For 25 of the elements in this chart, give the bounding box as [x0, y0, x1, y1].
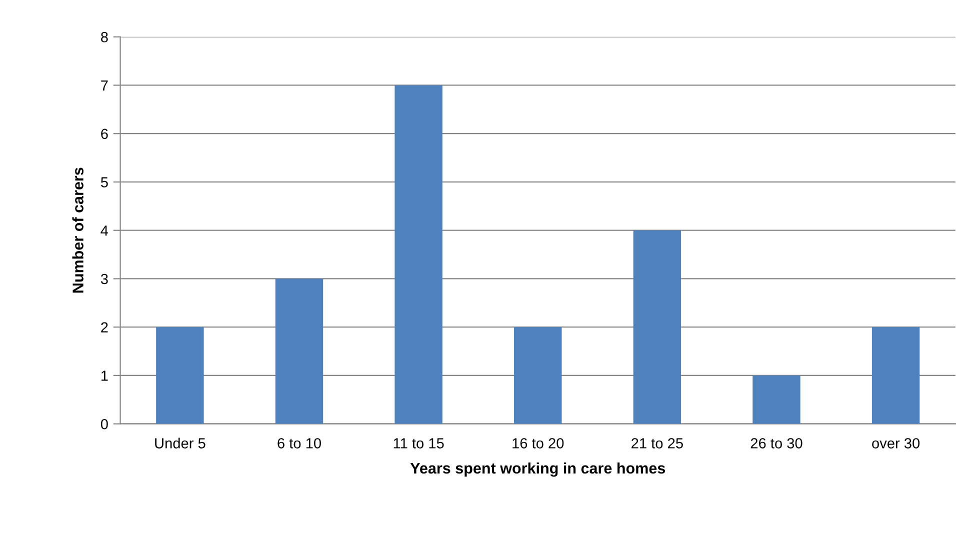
y-tick-label: 5	[100, 177, 108, 188]
y-tick-label: 4	[100, 226, 108, 236]
bar	[514, 327, 562, 424]
bar	[633, 230, 682, 424]
x-tick-label: Under 5	[155, 438, 206, 448]
x-tick-label: 11 to 15	[394, 438, 444, 448]
x-tick-label: 16 to 20	[512, 438, 564, 448]
y-tick-label: 6	[101, 128, 108, 140]
y-tick-label: 0	[100, 418, 108, 430]
bar	[394, 85, 442, 424]
x-tick-label: 6 to 10	[278, 438, 321, 448]
x-tick-label: over 30	[872, 438, 920, 448]
bar	[156, 327, 204, 424]
y-tick-label: 2	[101, 322, 108, 332]
x-axis-title: Years spent working in care homes	[410, 462, 666, 477]
y-axis-title: Number of carers	[72, 168, 84, 293]
x-tick-label: 21 to 25	[632, 438, 683, 448]
bar	[275, 278, 324, 424]
bar	[872, 327, 920, 424]
bar	[752, 375, 800, 424]
y-tick-label: 8	[101, 32, 108, 42]
y-tick-label: 1	[101, 370, 108, 381]
x-tick-label: 26 to 30	[750, 438, 802, 448]
y-tick-label: 7	[101, 80, 108, 91]
y-tick-label: 3	[100, 274, 108, 284]
